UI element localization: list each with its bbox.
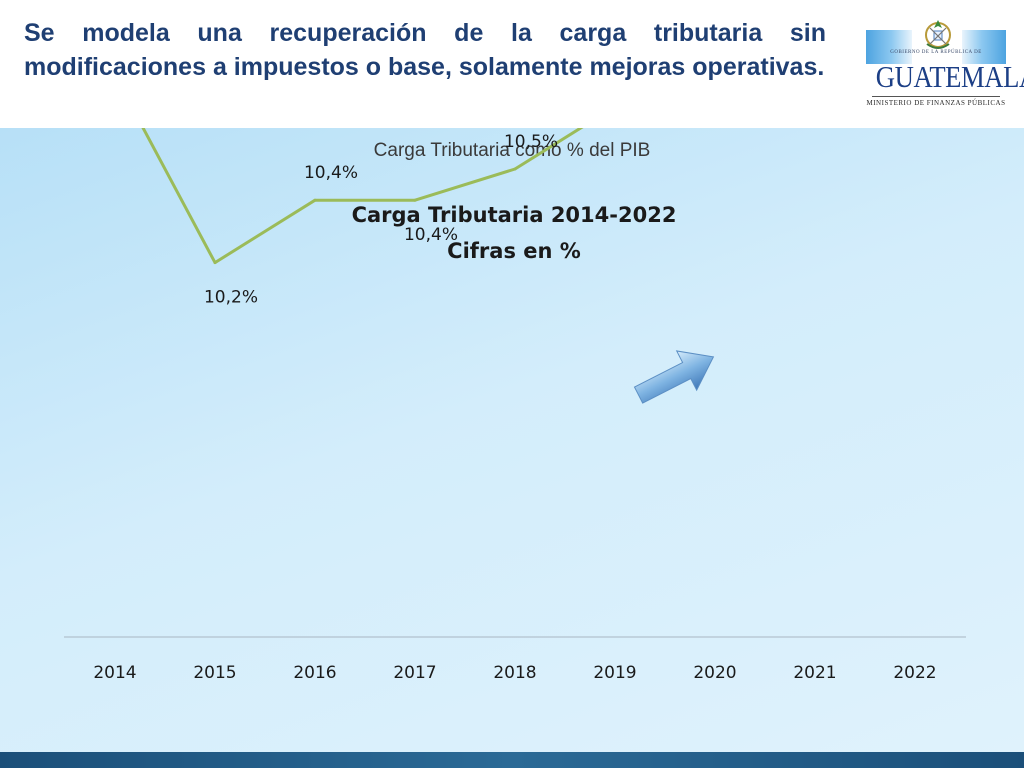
flag-left-stripe (866, 30, 912, 64)
x-tick-label: 2022 (893, 663, 936, 683)
x-tick-label: 2020 (693, 663, 736, 683)
header: Se modela una recuperación de la carga t… (0, 0, 1024, 128)
data-label: 10,4% (404, 225, 458, 245)
data-label: 10,4% (304, 163, 358, 183)
footer-bar (0, 752, 1024, 768)
x-tick-label: 2017 (393, 663, 436, 683)
data-point (413, 198, 417, 202)
guatemala-logo: GOBIERNO DE LA REPÚBLICA DE GUATEMALA MI… (866, 12, 1024, 108)
x-tick-label: 2018 (493, 663, 536, 683)
flag-right-stripe (962, 30, 1006, 64)
logo-ministry-text: MINISTERIO DE FINANZAS PÚBLICAS (866, 99, 1006, 107)
x-tick-label: 2015 (193, 663, 236, 683)
line-chart: 10,8%10,2%10,4%10,4%10,5%10,7%10,9%11,1%… (64, 128, 966, 683)
chart-title: Carga Tributaria 2014-2022 (351, 203, 677, 227)
data-point (513, 167, 517, 171)
data-label: 10,2% (204, 288, 258, 308)
chart-subtitle: Cifras en % (447, 239, 581, 263)
data-label: 10,5% (504, 132, 558, 152)
coat-of-arms-icon (925, 20, 951, 49)
chart-panel: Carga Tributaria como % del PIB Carga Tr… (0, 128, 1024, 752)
logo-government-text: GOBIERNO DE LA REPÚBLICA DE (890, 50, 982, 55)
data-point (313, 198, 317, 202)
chart-caption: Carga Tributaria como % del PIB (373, 140, 651, 161)
trend-arrow-icon (633, 350, 715, 404)
chart-title-block: Carga Tributaria 2014-2022 Cifras en % (314, 202, 714, 274)
x-tick-label: 2014 (93, 663, 136, 683)
data-point (213, 261, 217, 265)
x-tick-label: 2019 (593, 663, 636, 683)
logo-divider (872, 96, 1000, 97)
x-tick-label: 2016 (293, 663, 336, 683)
x-tick-label: 2021 (793, 663, 836, 683)
logo-country-name: GUATEMALA (875, 59, 1024, 94)
slide-headline: Se modela una recuperación de la carga t… (24, 19, 826, 81)
